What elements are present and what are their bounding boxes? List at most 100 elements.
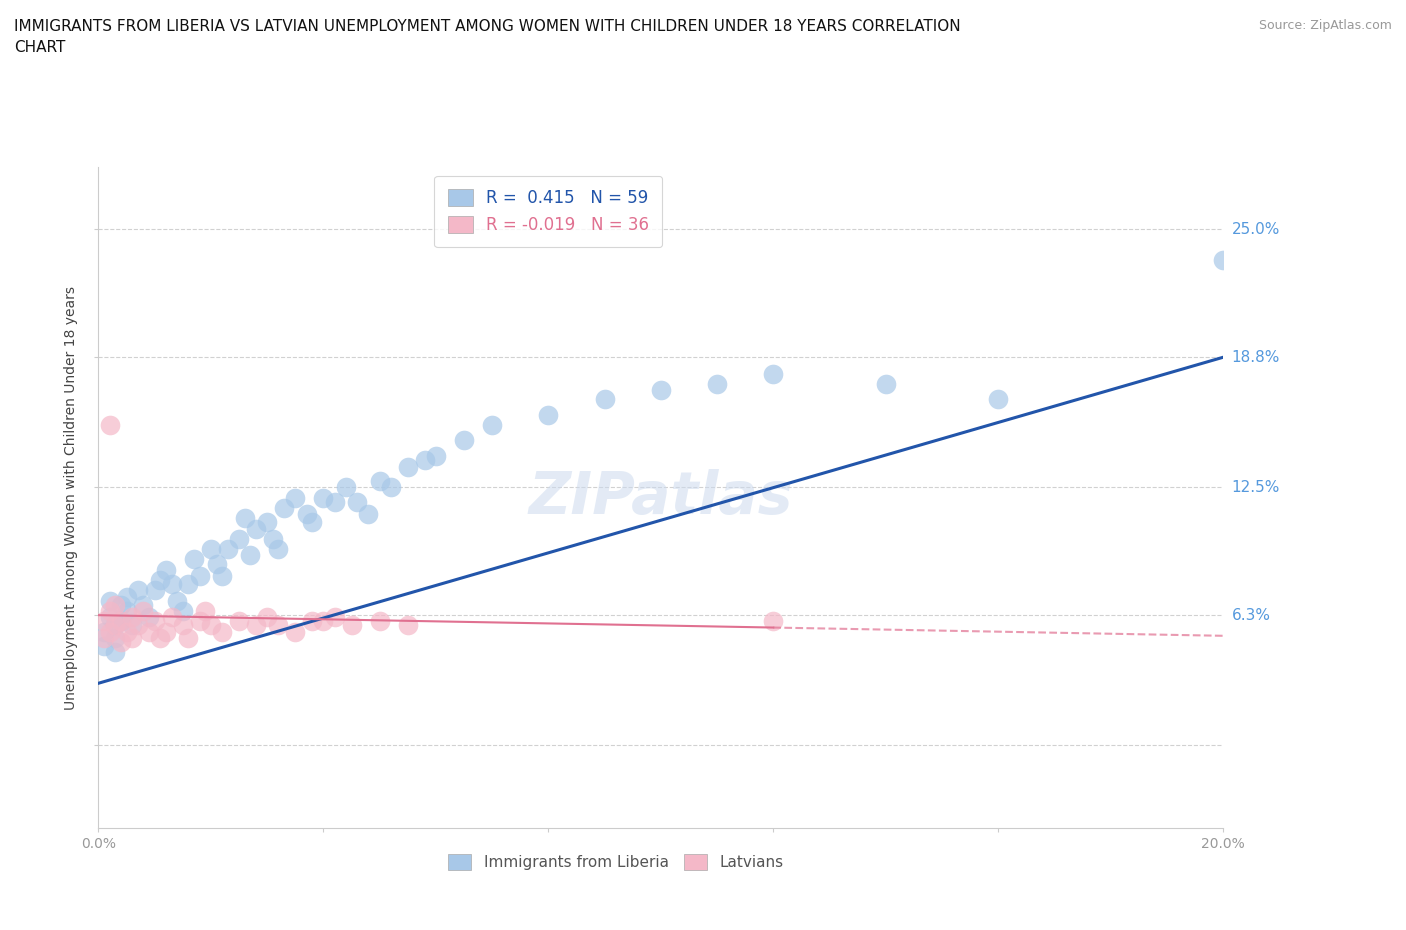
Point [228, 614, 250, 629]
Y-axis label: Unemployment Among Women with Children Under 18 years: Unemployment Among Women with Children U… [65, 286, 79, 710]
Point [262, 531, 284, 546]
Point [127, 618, 149, 633]
Point [706, 377, 728, 392]
Point [138, 610, 160, 625]
Point [267, 618, 290, 633]
Point [188, 614, 211, 629]
Text: 6.3%: 6.3% [1232, 607, 1271, 623]
Point [177, 577, 200, 591]
Point [245, 618, 267, 633]
Point [93, 624, 115, 639]
Text: 12.5%: 12.5% [1232, 480, 1279, 495]
Point [155, 563, 177, 578]
Point [425, 449, 447, 464]
Point [98, 604, 121, 618]
Legend: Immigrants from Liberia, Latvians: Immigrants from Liberia, Latvians [443, 848, 789, 876]
Point [160, 577, 183, 591]
Point [256, 515, 278, 530]
Point [1212, 253, 1234, 268]
Point [284, 624, 307, 639]
Point [323, 494, 346, 509]
Point [121, 618, 143, 633]
Point [335, 480, 357, 495]
Text: ZIPatlas: ZIPatlas [529, 469, 793, 526]
Point [172, 604, 194, 618]
Point [172, 618, 194, 633]
Point [155, 624, 177, 639]
Point [110, 614, 132, 629]
Point [149, 573, 172, 588]
Point [312, 614, 335, 629]
Point [98, 418, 121, 432]
Point [143, 583, 166, 598]
Point [104, 644, 127, 659]
Point [284, 490, 307, 505]
Point [160, 610, 183, 625]
Point [593, 392, 616, 406]
Text: 18.8%: 18.8% [1232, 350, 1279, 365]
Point [295, 507, 318, 522]
Point [239, 548, 262, 563]
Point [217, 541, 239, 556]
Point [453, 432, 475, 447]
Text: 25.0%: 25.0% [1232, 221, 1279, 237]
Point [211, 624, 233, 639]
Point [177, 631, 200, 645]
Point [98, 593, 121, 608]
Point [188, 568, 211, 583]
Point [121, 631, 143, 645]
Point [368, 473, 391, 488]
Point [93, 631, 115, 645]
Point [762, 614, 785, 629]
Point [115, 624, 138, 639]
Point [233, 511, 256, 525]
Point [132, 604, 155, 618]
Point [380, 480, 402, 495]
Point [650, 383, 672, 398]
Point [245, 521, 267, 536]
Point [104, 618, 127, 633]
Point [267, 541, 290, 556]
Point [104, 631, 127, 645]
Point [104, 618, 127, 633]
Point [537, 407, 560, 422]
Point [104, 597, 127, 612]
Point [875, 377, 897, 392]
Point [211, 568, 233, 583]
Point [762, 366, 785, 381]
Point [396, 459, 419, 474]
Point [323, 610, 346, 625]
Point [93, 639, 115, 654]
Point [166, 593, 188, 608]
Text: IMMIGRANTS FROM LIBERIA VS LATVIAN UNEMPLOYMENT AMONG WOMEN WITH CHILDREN UNDER : IMMIGRANTS FROM LIBERIA VS LATVIAN UNEMP… [14, 19, 960, 55]
Point [93, 614, 115, 629]
Point [346, 494, 368, 509]
Point [256, 610, 278, 625]
Point [200, 618, 222, 633]
Point [205, 556, 228, 571]
Point [183, 552, 205, 567]
Point [340, 618, 363, 633]
Point [110, 634, 132, 649]
Point [413, 453, 436, 468]
Point [98, 624, 121, 639]
Point [143, 614, 166, 629]
Point [121, 610, 143, 625]
Point [98, 610, 121, 625]
Point [987, 392, 1010, 406]
Point [228, 531, 250, 546]
Point [301, 614, 323, 629]
Point [273, 500, 295, 515]
Point [115, 604, 138, 618]
Point [110, 597, 132, 612]
Point [115, 590, 138, 604]
Point [110, 614, 132, 629]
Point [127, 583, 149, 598]
Point [396, 618, 419, 633]
Text: Source: ZipAtlas.com: Source: ZipAtlas.com [1258, 19, 1392, 32]
Point [149, 631, 172, 645]
Point [301, 515, 323, 530]
Point [357, 507, 380, 522]
Point [368, 614, 391, 629]
Point [194, 604, 217, 618]
